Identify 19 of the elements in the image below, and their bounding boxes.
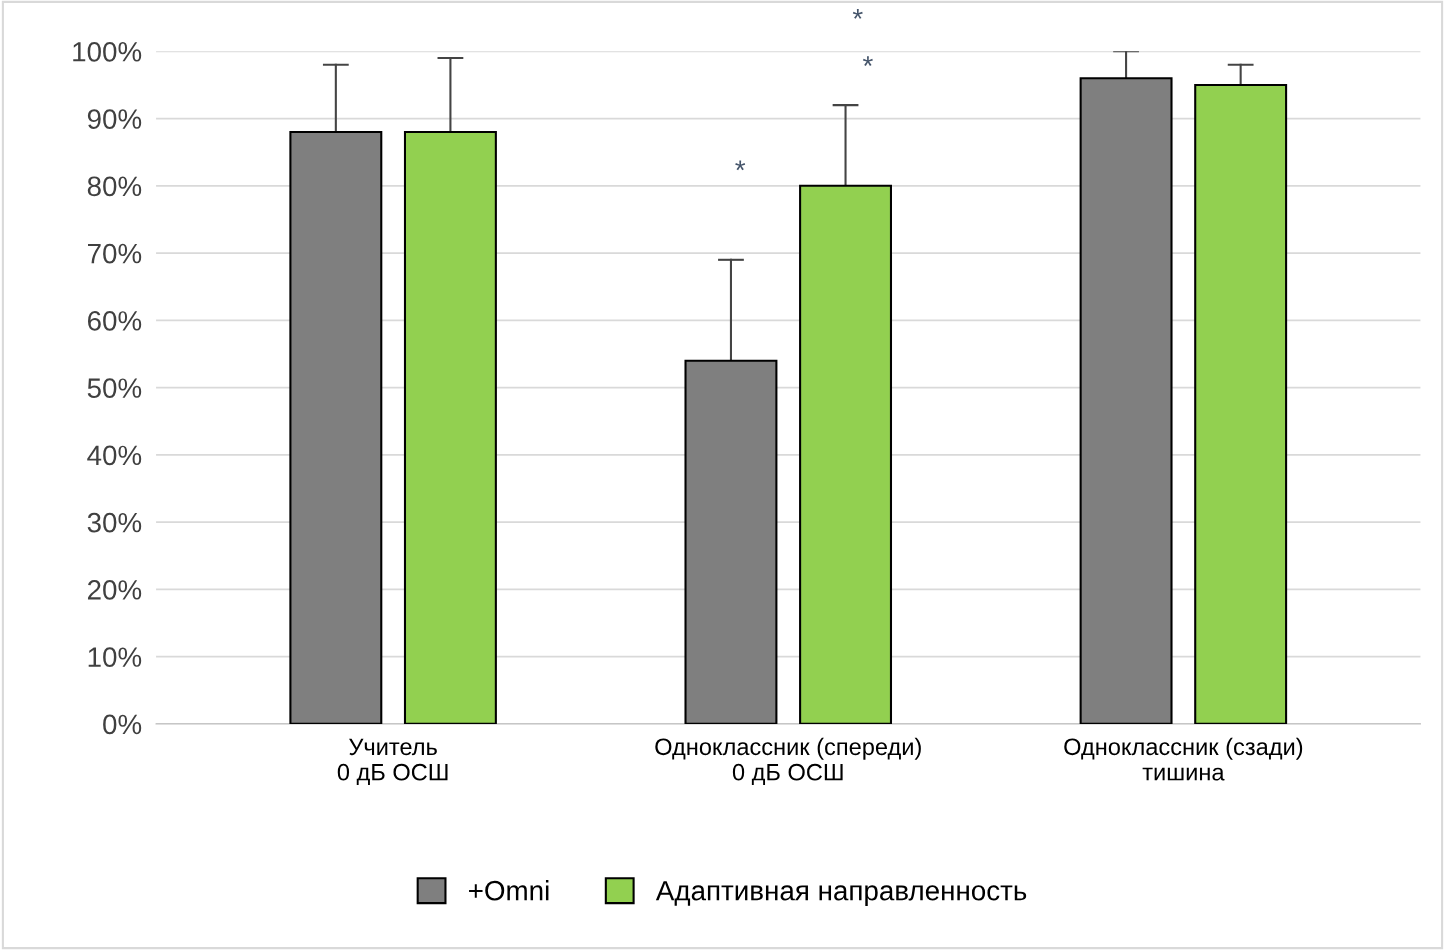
legend-label: Адаптивная направленность xyxy=(655,881,1027,906)
x-tick-label: Одноклассник (спереди) 0 дБ ОСШ xyxy=(655,737,921,786)
legend-label: +Omni xyxy=(469,880,549,901)
y-tick-label: 90% xyxy=(87,109,142,129)
annotation: * xyxy=(862,56,873,66)
x-tick-label: Учитель 0 дБ ОСШ xyxy=(337,738,448,786)
y-tick-label: 10% xyxy=(88,647,142,667)
annotation: * xyxy=(735,160,746,171)
y-tick-label: 80% xyxy=(87,176,142,197)
y-tick-label: 60% xyxy=(87,311,142,331)
y-tick-label: 100% xyxy=(73,41,142,62)
y-tick-label: 50% xyxy=(87,378,142,398)
y-tick-label: 30% xyxy=(87,512,142,533)
x-tick-label: Одноклассник (сзади) тишина xyxy=(1064,737,1303,781)
y-tick-label: 40% xyxy=(87,445,142,466)
y-tick-label: 70% xyxy=(88,243,142,264)
y-tick-label: 0% xyxy=(103,714,142,735)
y-tick-label: 20% xyxy=(87,580,142,600)
text: * xyxy=(852,9,863,19)
